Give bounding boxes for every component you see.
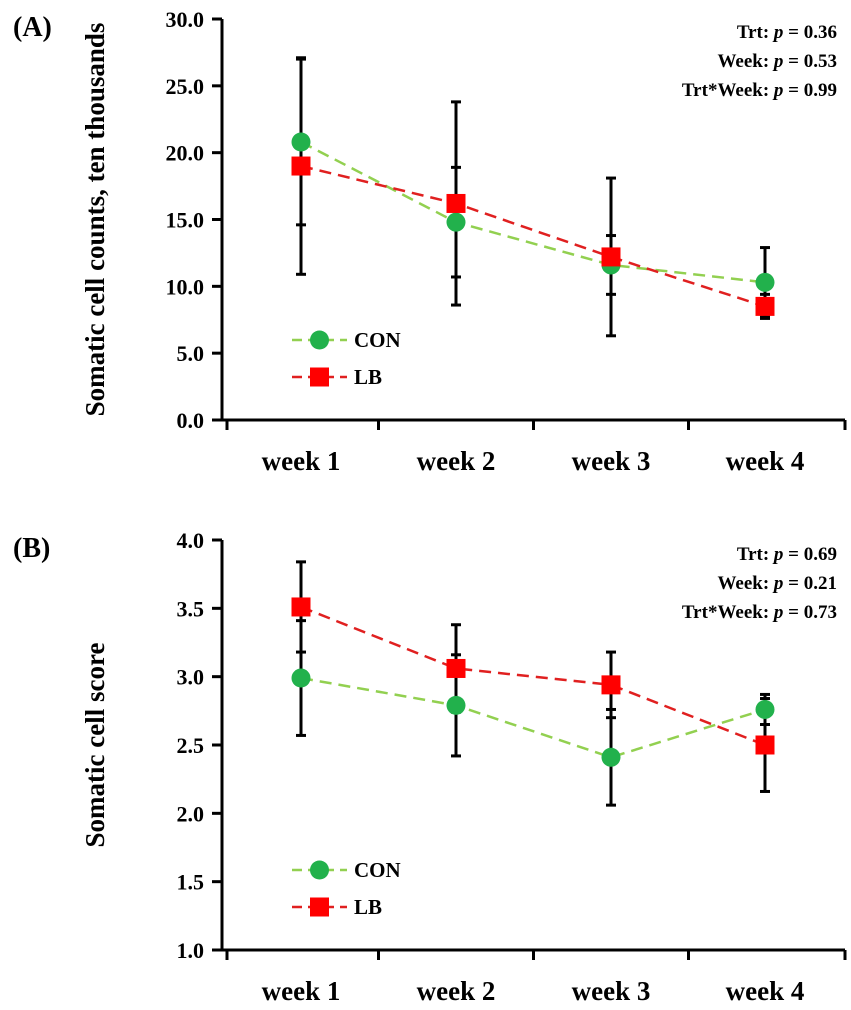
- stat-p-symbol: p: [772, 80, 784, 101]
- series-line-lb: [300, 605, 766, 747]
- y-axis-title: Somatic cell score: [80, 643, 110, 848]
- y-tick-label: 3.5: [177, 596, 205, 621]
- data-point-con: [601, 747, 621, 767]
- x-tick-label: week 3: [572, 976, 651, 1006]
- panel-label: (B): [13, 533, 50, 564]
- data-point-con: [291, 132, 311, 152]
- stat-p-value: = 0.21: [783, 573, 837, 594]
- y-tick-label: 15.0: [166, 208, 205, 233]
- data-point-con: [446, 212, 466, 232]
- y-tick-label: 2.5: [177, 733, 205, 758]
- stat-p-value: = 0.36: [783, 22, 837, 43]
- y-tick-label: 0.0: [177, 408, 205, 433]
- stat-p-symbol: p: [772, 602, 784, 623]
- x-tick-label: week 4: [726, 976, 805, 1006]
- data-point-con: [755, 272, 775, 292]
- stat-name: Week:: [717, 51, 773, 72]
- series-line-lb: [300, 164, 766, 308]
- stat-trt-week: Trt*Week: p = 0.73: [682, 602, 837, 623]
- x-tick-label: week 1: [262, 446, 341, 476]
- y-tick-label: 20.0: [166, 141, 205, 166]
- stat-p-value: = 0.53: [783, 51, 837, 72]
- chart-panel-b: (B) Somatic cell score 1.0 1.5 2.0 2.5 3.0 3.5 4…: [13, 528, 847, 1006]
- data-point-lb: [601, 675, 621, 695]
- stat-p-value: = 0.73: [783, 602, 837, 623]
- x-tick-label: week 2: [417, 446, 496, 476]
- data-point-con: [291, 668, 311, 688]
- stat-trt: Trt: p = 0.36: [737, 22, 837, 43]
- y-tick-label: 3.0: [177, 665, 205, 690]
- stat-p-symbol: p: [772, 51, 784, 72]
- x-tick-label: week 2: [417, 976, 496, 1006]
- data-point-lb: [755, 296, 775, 316]
- y-tick-label: 10.0: [166, 274, 205, 299]
- stat-p-value: = 0.99: [783, 80, 837, 101]
- stat-p-symbol: p: [772, 544, 784, 565]
- stat-week: Week: p = 0.21: [717, 573, 837, 594]
- stat-p-symbol: p: [772, 573, 784, 594]
- data-point-lb: [601, 247, 621, 267]
- legend-marker: [310, 860, 329, 880]
- stat-name: Trt*Week:: [682, 602, 774, 623]
- data-point-lb: [755, 735, 775, 755]
- y-tick-label: 25.0: [166, 74, 205, 99]
- y-tick-label: 2.0: [177, 801, 205, 826]
- stat-trt-week: Trt*Week: p = 0.99: [682, 80, 837, 101]
- stat-name: Trt*Week:: [682, 80, 774, 101]
- y-tick-label: 1.5: [177, 870, 205, 895]
- stat-week: Week: p = 0.53: [717, 51, 837, 72]
- data-point-con: [446, 695, 466, 715]
- y-tick-label: 30.0: [166, 7, 205, 32]
- stat-p-value: = 0.69: [783, 544, 837, 565]
- series-line-con: [300, 140, 766, 284]
- data-point-con: [755, 699, 775, 719]
- stat-name: Trt:: [737, 544, 774, 565]
- legend-label: CON: [354, 858, 401, 882]
- y-tick-label: 4.0: [177, 528, 205, 553]
- legend-label: LB: [354, 895, 382, 919]
- y-tick-label: 5.0: [177, 341, 205, 366]
- stat-name: Trt:: [737, 22, 774, 43]
- data-point-lb: [291, 156, 311, 176]
- data-point-lb: [291, 597, 311, 617]
- stat-trt: Trt: p = 0.69: [737, 544, 837, 565]
- data-point-lb: [446, 658, 466, 678]
- legend-marker: [310, 897, 329, 917]
- legend-label: CON: [354, 328, 401, 352]
- series-line-con: [300, 676, 766, 759]
- legend-marker: [310, 367, 329, 387]
- y-tick-label: 1.0: [177, 938, 205, 963]
- stat-name: Week:: [717, 573, 773, 594]
- data-point-lb: [446, 193, 466, 213]
- legend-label: LB: [354, 365, 382, 389]
- stat-p-symbol: p: [772, 22, 784, 43]
- y-axis-title: Somatic cell counts, ten thousands: [80, 23, 110, 417]
- panel-label: (A): [13, 12, 52, 43]
- chart-panel-a: (A) Somatic cell counts, ten thousands 0.0…: [13, 7, 847, 476]
- legend-marker: [310, 330, 329, 350]
- x-tick-label: week 1: [262, 976, 341, 1006]
- x-tick-label: week 3: [572, 446, 651, 476]
- x-tick-label: week 4: [726, 446, 805, 476]
